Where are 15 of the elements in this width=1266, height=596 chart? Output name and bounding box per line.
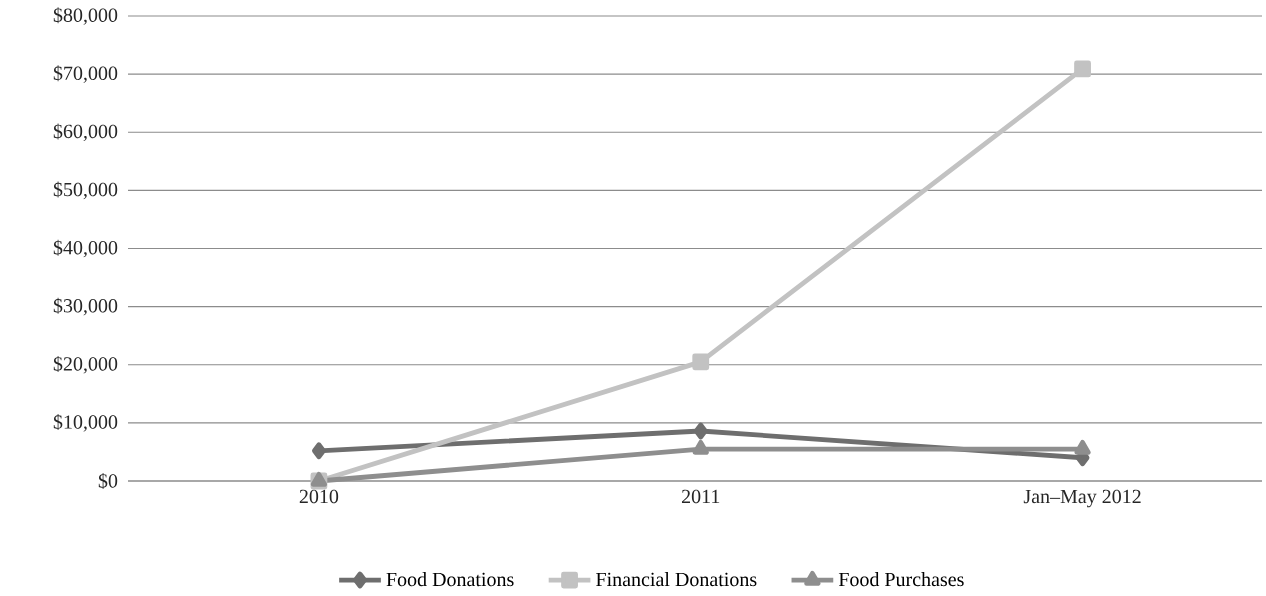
- y-tick-label: $10,000: [53, 414, 118, 432]
- y-tick-label: $30,000: [53, 297, 118, 316]
- y-tick-label: $80,000: [53, 7, 118, 25]
- x-tick-label: 2011: [681, 489, 720, 504]
- x-tick-label: Jan–May 2012: [1023, 489, 1141, 508]
- legend-label: Financial Donations: [596, 572, 757, 587]
- y-tick-label: $50,000: [53, 181, 118, 200]
- y-tick-label: $20,000: [53, 355, 118, 374]
- y-tick-label: $60,000: [53, 123, 118, 142]
- x-tick-label: 2010: [299, 489, 339, 504]
- legend-label: Food Purchases: [838, 572, 964, 587]
- y-tick-label: $0: [98, 473, 118, 490]
- y-tick-label: $70,000: [53, 65, 118, 83]
- y-tick-label: $40,000: [53, 239, 118, 258]
- legend-label: Food Donations: [386, 572, 514, 587]
